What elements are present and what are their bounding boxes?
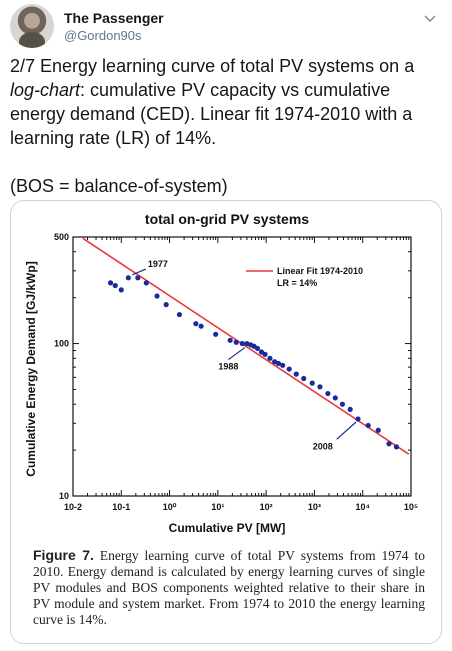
data-point [213, 331, 219, 337]
data-point [254, 345, 261, 351]
x-tick-label: 10² [260, 502, 273, 512]
data-point [107, 280, 114, 286]
data-point [375, 427, 381, 433]
tweet-image[interactable]: total on-grid PV systems 10-2 10-1 10⁰ 10¹ 1… [10, 200, 442, 644]
annotation-arrow [228, 347, 246, 361]
tweet-header: The Passenger @Gordon90s [10, 4, 442, 48]
caption-text: Energy learning curve of total PV system… [33, 548, 425, 627]
data-point [118, 287, 124, 293]
data-point [233, 339, 239, 345]
data-point [267, 355, 273, 361]
x-tick-label: 10-1 [112, 502, 130, 512]
chart: 10-2 10-1 10⁰ 10¹ 10² 10³ 10⁴ 10⁵ 10 100 500 Linear… [54, 232, 418, 512]
data-point [176, 311, 183, 318]
data-point [275, 360, 282, 367]
figure-caption: Figure 7. Energy learning curve of total… [33, 547, 425, 628]
data-point [309, 380, 315, 386]
y-tick-label: 500 [54, 232, 69, 242]
data-point [227, 337, 233, 343]
annotation-label: 1977 [148, 259, 168, 269]
data-point [393, 444, 400, 450]
data-point [355, 416, 361, 422]
y-tick-label: 100 [54, 339, 69, 349]
avatar[interactable] [10, 4, 54, 48]
data-point [293, 371, 299, 377]
data-point [143, 280, 149, 286]
x-axis-label: Cumulative PV [MW] [168, 521, 286, 535]
data-point [339, 401, 346, 407]
tweet-paragraph-2: (BOS = balance-of-system) [10, 176, 228, 196]
data-point [239, 340, 245, 347]
x-tick-label: 10⁰ [163, 502, 177, 512]
x-tick-label: 10⁵ [404, 502, 418, 512]
x-tick-label: 10-2 [64, 502, 82, 512]
legend-label: Linear Fit 1974-2010 [277, 266, 363, 276]
data-point [193, 321, 199, 327]
annotation-label: 2008 [313, 441, 333, 451]
data-point [301, 375, 307, 382]
x-tick-label: 10¹ [211, 502, 224, 512]
author-name[interactable]: The Passenger [64, 10, 164, 26]
annotation-arrow [336, 421, 357, 440]
y-tick-label: 10 [59, 491, 69, 501]
data-point [125, 275, 131, 281]
data-point [198, 323, 204, 329]
data-point [332, 395, 338, 401]
chevron-down-icon[interactable] [422, 10, 438, 26]
data-point [286, 366, 292, 372]
data-point [386, 441, 392, 447]
data-point [112, 282, 118, 289]
y-axis-label: Cumulative Energy Demand [GJ/kWp] [24, 261, 38, 477]
data-point [365, 422, 371, 429]
chart-title: total on-grid PV systems [144, 211, 310, 227]
x-tick-label: 10³ [308, 502, 321, 512]
data-point [154, 293, 160, 299]
legend-sublabel: LR = 14% [277, 278, 317, 288]
caption-label: Figure 7. [33, 547, 94, 563]
data-point [135, 275, 141, 281]
fit-line [82, 237, 410, 455]
data-point [163, 302, 169, 308]
author-handle[interactable]: @Gordon90s [64, 28, 142, 43]
plot-frame [72, 236, 412, 497]
x-tick-label: 10⁴ [355, 502, 369, 512]
annotation-label: 1988 [218, 362, 238, 372]
tweet-paragraph: 2/7 Energy learning curve of total PV sy… [10, 56, 415, 148]
data-point [317, 384, 323, 390]
data-point [325, 390, 331, 397]
data-point [280, 362, 286, 368]
data-point [347, 406, 353, 412]
tweet-text: 2/7 Energy learning curve of total PV sy… [10, 54, 442, 222]
annotation-arrow [132, 268, 147, 276]
data-point [262, 351, 268, 357]
